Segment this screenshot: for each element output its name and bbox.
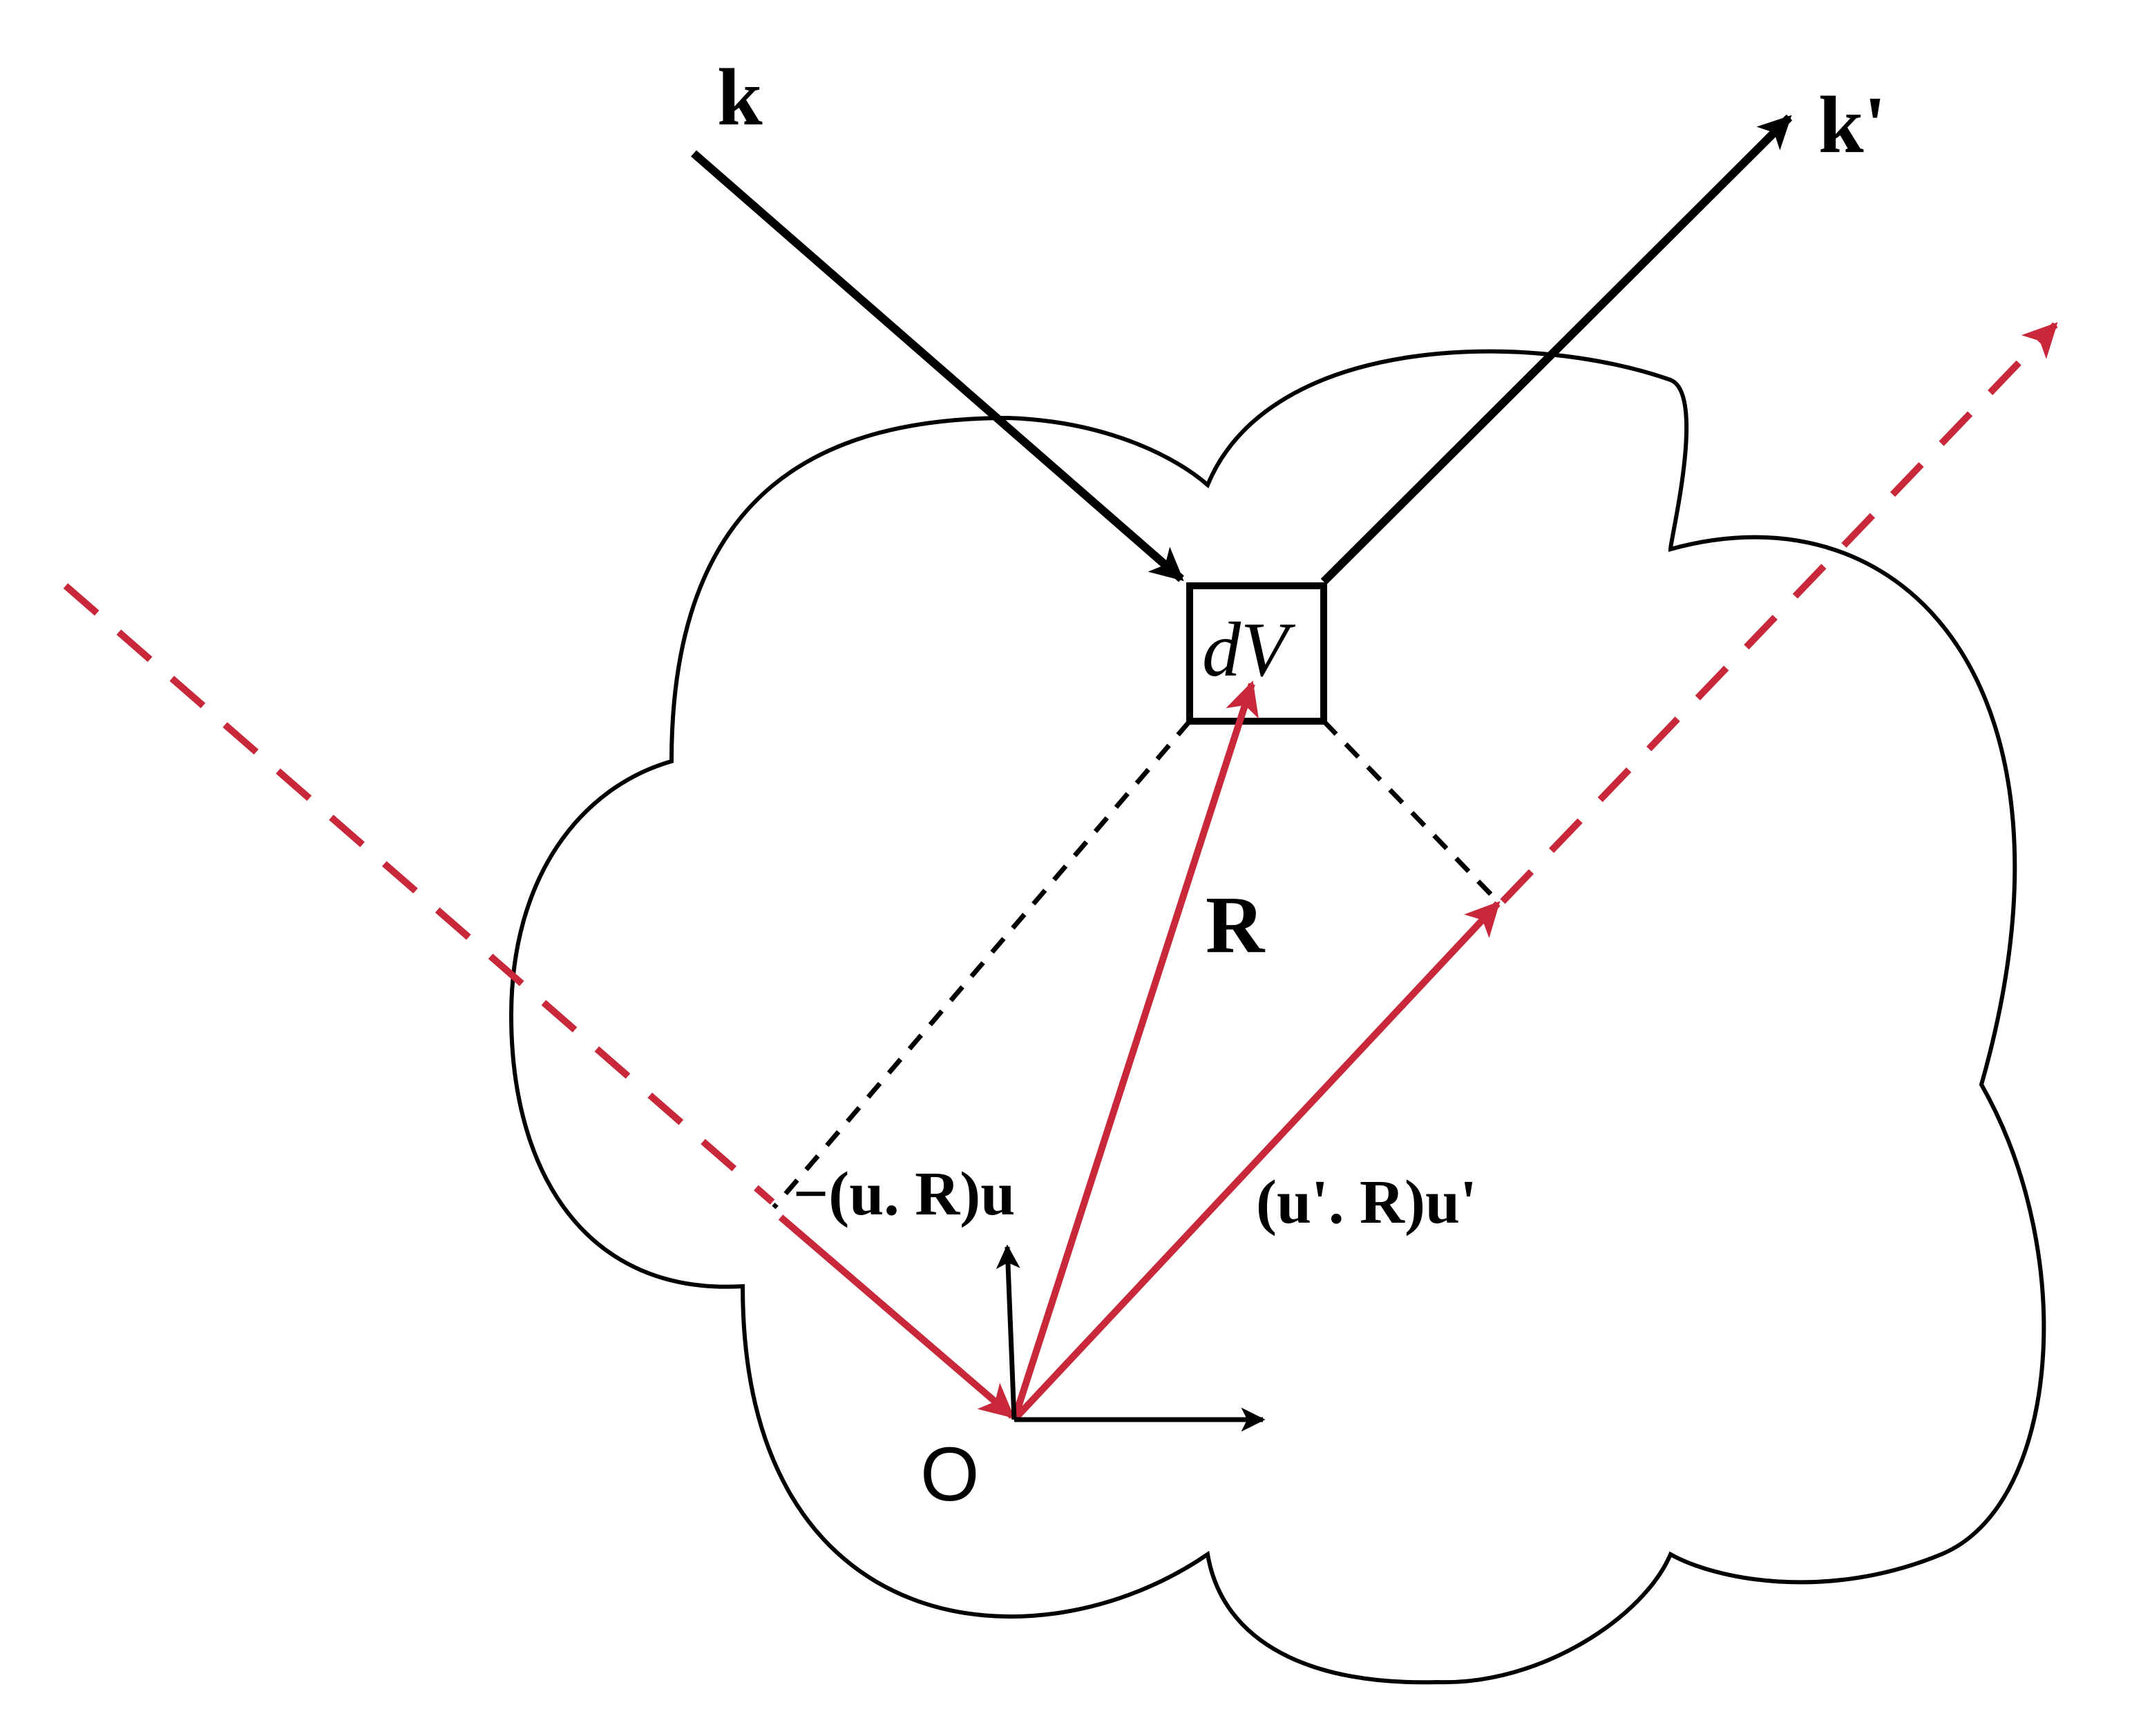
scattering-cloud-outline: [508, 349, 2046, 1685]
scattered-wave-vector-arrow: [1320, 114, 1793, 585]
scattered-projection-dashed-line: [1322, 719, 1500, 904]
position-vector-arrow: [1011, 680, 1259, 1421]
incident-direction-dashed-line: [63, 583, 775, 1205]
position-vector-label: R: [1206, 879, 1266, 970]
vertical-axis-arrow: [996, 1244, 1020, 1420]
incident-wave-vector-arrow: [691, 150, 1184, 582]
origin-label: O: [920, 1432, 980, 1517]
incident-projection-dashed-line: [772, 719, 1192, 1210]
incident-projection-vector-arrow: [778, 1214, 1015, 1419]
scattered-wavevector-label: k': [1818, 79, 1886, 170]
scattered-projection-vector-arrow: [1011, 901, 1501, 1422]
volume-element-label: dV: [1202, 607, 1296, 693]
incident-projection-label: −(u. R)u: [793, 1160, 1015, 1228]
incident-wavevector-label: k: [717, 52, 763, 142]
scattered-direction-dashed-line: [1500, 322, 2058, 904]
scattered-projection-label: (u'. R)u': [1256, 1168, 1477, 1237]
